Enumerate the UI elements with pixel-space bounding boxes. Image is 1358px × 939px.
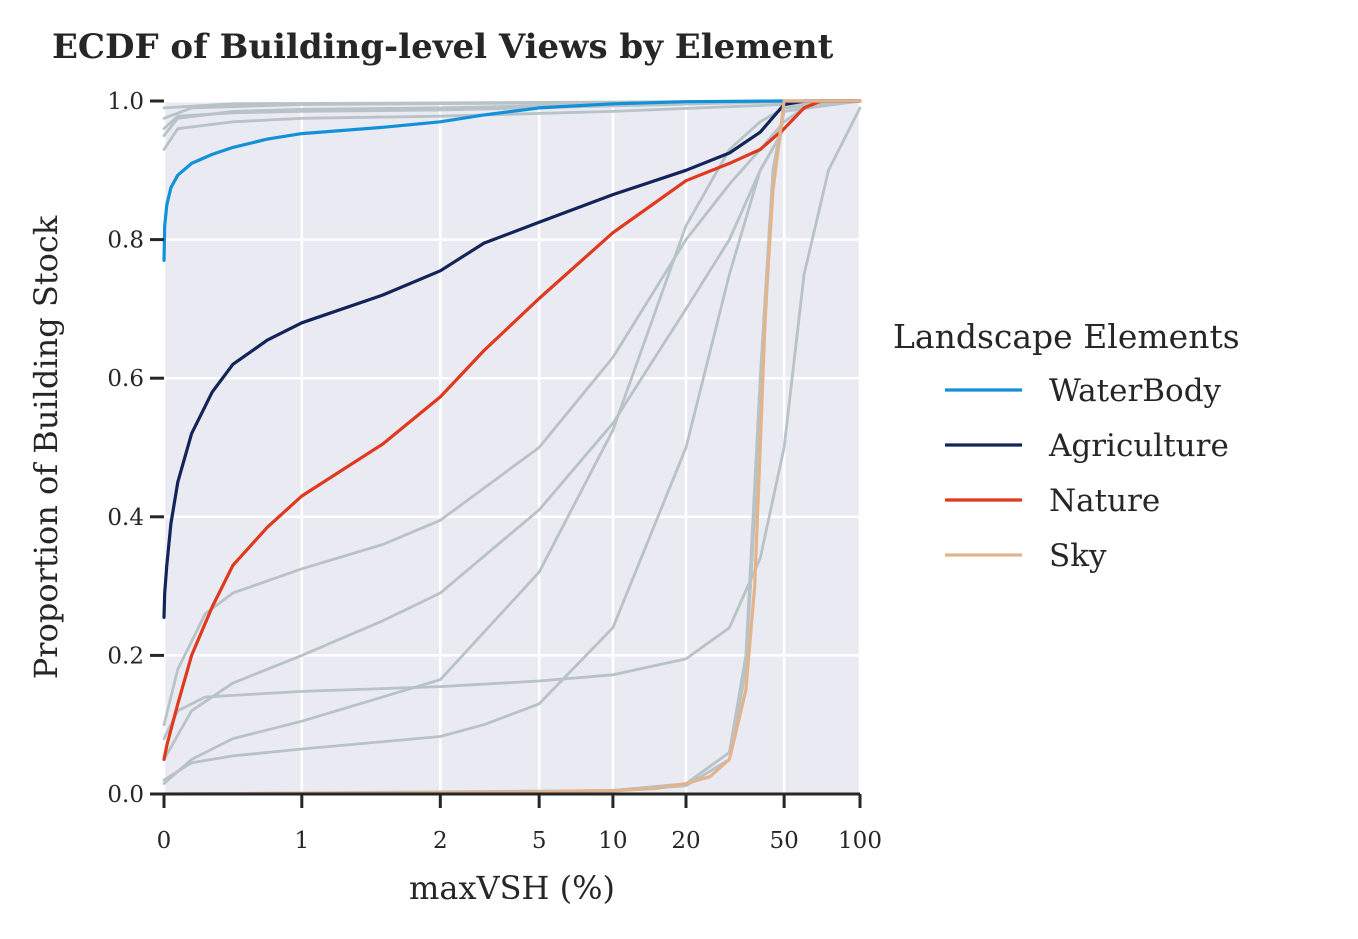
x-tick-label-3: 5 <box>532 828 547 854</box>
legend-title: Landscape Elements <box>893 317 1240 356</box>
series-line-other-6 <box>162 99 862 151</box>
y-tick-label-0: 0.0 <box>107 782 144 808</box>
x-tick-label-0: 0 <box>157 828 172 854</box>
x-tick-label-7: 100 <box>838 828 882 854</box>
legend: Landscape Elements WaterBody Agriculture N… <box>893 317 1240 574</box>
x-tick-label-2: 2 <box>433 828 448 854</box>
series-line-other-12 <box>162 99 862 785</box>
y-tick-label-2: 0.4 <box>107 505 144 531</box>
y-axis-label: Proportion of Building Stock <box>27 215 65 679</box>
y-tick-label-5: 1.0 <box>107 89 144 115</box>
x-tick-label-4: 10 <box>598 828 627 854</box>
legend-label-sky: Sky <box>1049 538 1107 574</box>
y-tick-label-1: 0.2 <box>107 643 144 669</box>
chart-title: ECDF of Building-level Views by Element <box>52 27 834 67</box>
legend-label-waterbody: WaterBody <box>1049 373 1222 409</box>
series-line-other-10 <box>162 99 862 727</box>
legend-entries: WaterBody Agriculture Nature Sky <box>945 373 1229 574</box>
series-line-sky <box>162 99 862 796</box>
series-line-waterbody <box>162 99 862 262</box>
x-axis-label: maxVSH (%) <box>409 869 615 907</box>
y-tick-label-3: 0.6 <box>107 366 144 392</box>
x-tick-label-6: 50 <box>769 828 798 854</box>
x-tick-label-5: 20 <box>671 828 700 854</box>
legend-label-nature: Nature <box>1049 483 1160 519</box>
series-line-agriculture <box>162 99 862 619</box>
series-lines <box>162 99 862 796</box>
series-line-other-9 <box>162 106 862 740</box>
axes: 0 1 2 5 10 20 50 100 0.0 0.2 0.4 0.6 0.8 1.0 <box>107 89 882 854</box>
x-tick-label-1: 1 <box>294 828 309 854</box>
y-tick-label-4: 0.8 <box>107 228 144 254</box>
legend-label-agriculture: Agriculture <box>1048 428 1229 464</box>
